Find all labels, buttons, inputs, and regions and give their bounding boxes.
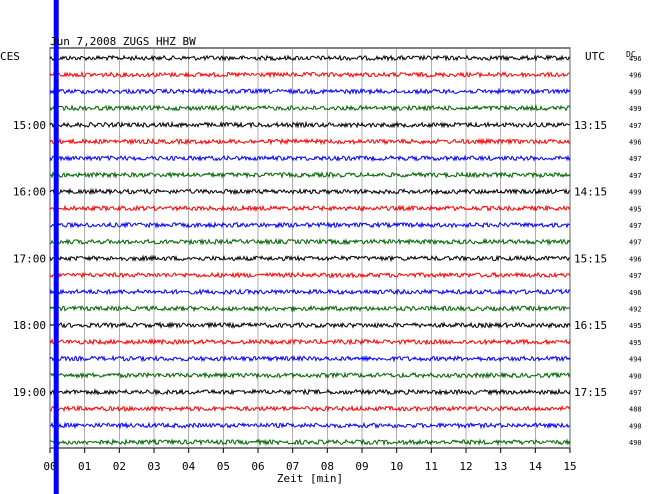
dc-value: 494 (629, 356, 642, 364)
dc-offset-values: 496 496 499 499 497 496 497 497 499 495 497 497 496 4… (629, 55, 642, 447)
dc-value: 495 (629, 322, 642, 330)
dc-value: 499 (629, 88, 642, 96)
dc-value: 496 (629, 255, 642, 263)
seismic-trace (49, 321, 571, 330)
seismic-trace (49, 354, 571, 363)
left-time-label: 19:00 (13, 386, 46, 399)
left-timezone-label: CES (0, 50, 20, 63)
seismic-traces (49, 54, 571, 447)
seismic-trace (49, 120, 571, 129)
seismic-trace (49, 371, 571, 380)
dc-value: 499 (629, 189, 642, 197)
right-time-labels: 13:15 14:15 15:15 16:15 17:15 (574, 119, 607, 399)
left-time-label: 16:00 (13, 186, 46, 199)
dc-value: 490 (629, 422, 642, 430)
x-tick-label: 06 (251, 460, 264, 473)
seismic-trace (49, 421, 571, 430)
dc-value: 490 (629, 439, 642, 447)
right-time-label: 13:15 (574, 119, 607, 132)
x-tick-label: 12 (459, 460, 472, 473)
seismic-trace (49, 254, 571, 263)
right-time-label: 14:15 (574, 186, 607, 199)
seismic-trace (49, 54, 571, 62)
seismic-trace (49, 187, 571, 196)
right-time-label: 15:15 (574, 252, 607, 265)
dc-value: 497 (629, 272, 642, 280)
left-time-labels: 15:00 16:00 17:00 18:00 19:00 (13, 119, 46, 399)
right-time-label: 16:15 (574, 319, 607, 332)
dc-label: DC (626, 50, 636, 59)
seismic-trace (49, 304, 571, 313)
dc-value: 496 (629, 289, 642, 297)
x-tick-label: 04 (182, 460, 196, 473)
dc-value: 497 (629, 155, 642, 163)
seismic-trace (49, 387, 571, 396)
chart-title: Jun 7,2008 ZUGS HHZ BW (50, 35, 196, 48)
seismic-trace (49, 271, 571, 280)
seismic-trace (50, 221, 571, 230)
dc-value: 497 (629, 389, 642, 397)
dc-value: 495 (629, 205, 642, 213)
dc-value: 490 (629, 372, 642, 380)
x-tick-label: 13 (494, 460, 507, 473)
x-axis-ticks: 00 01 02 03 04 05 06 07 08 09 10 11 12 13 14 15 (43, 448, 577, 473)
x-tick-label: 00 (43, 460, 56, 473)
left-time-label: 17:00 (13, 252, 46, 265)
dc-value: 499 (629, 105, 642, 113)
dc-value: 496 (629, 55, 642, 63)
left-time-label: 18:00 (13, 319, 46, 332)
left-time-label: 15:00 (13, 119, 46, 132)
dc-value: 497 (629, 222, 642, 230)
dc-value: 495 (629, 339, 642, 347)
dc-value: 492 (629, 306, 642, 314)
seismic-trace (49, 237, 571, 246)
seismic-trace (49, 337, 571, 346)
seismic-trace (49, 154, 571, 163)
dc-value: 496 (629, 139, 642, 147)
seismic-trace (49, 404, 571, 413)
dc-value: 497 (629, 122, 642, 130)
x-tick-label: 09 (355, 460, 368, 473)
seismic-trace (49, 287, 571, 296)
x-tick-label: 11 (425, 460, 438, 473)
seismic-trace (49, 438, 571, 447)
dc-value: 496 (629, 72, 642, 80)
seismic-trace (49, 87, 571, 96)
x-tick-label: 10 (390, 460, 403, 473)
x-tick-label: 07 (286, 460, 299, 473)
right-timezone-label: UTC (585, 50, 605, 63)
seismic-trace (49, 137, 571, 146)
x-tick-label: 08 (321, 460, 334, 473)
x-tick-label: 02 (113, 460, 126, 473)
dc-value: 497 (629, 239, 642, 247)
x-tick-label: 03 (147, 460, 160, 473)
x-tick-label: 01 (78, 460, 91, 473)
x-axis-label: Zeit [min] (277, 472, 343, 485)
seismic-trace (49, 104, 571, 112)
x-tick-label: 15 (563, 460, 576, 473)
seismic-trace (49, 204, 571, 213)
dc-value: 488 (629, 406, 642, 414)
seismic-trace (49, 70, 571, 79)
seismic-trace (49, 170, 571, 179)
x-tick-label: 05 (217, 460, 230, 473)
dc-value: 497 (629, 172, 642, 180)
right-time-label: 17:15 (574, 386, 607, 399)
x-tick-label: 14 (529, 460, 543, 473)
time-gridlines (49, 47, 571, 449)
